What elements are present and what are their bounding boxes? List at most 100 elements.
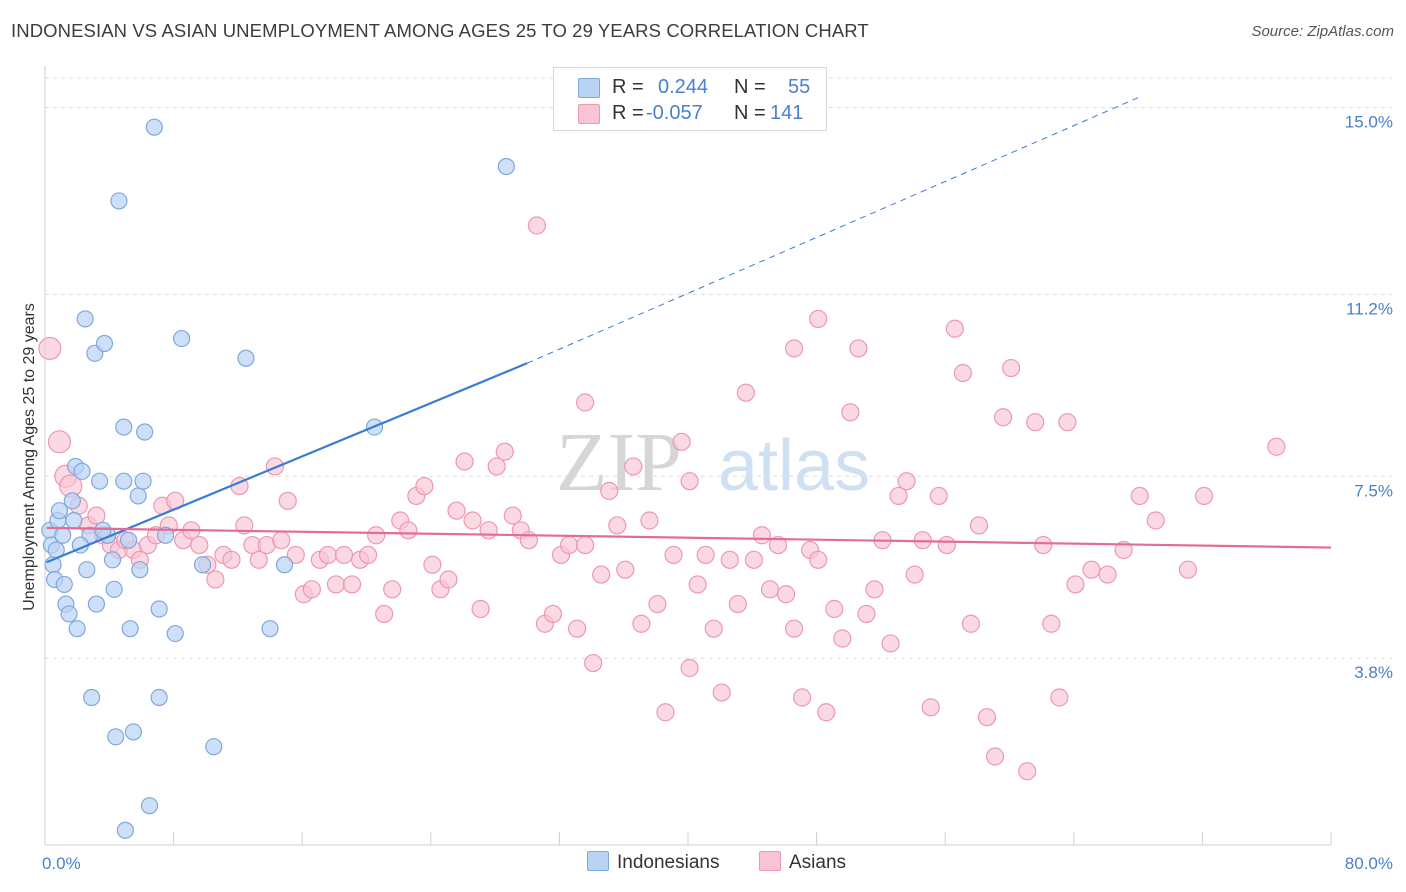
r-label: R = [612, 102, 644, 124]
asian-point [760, 580, 780, 599]
indonesian-trend-extension [527, 97, 1139, 364]
asian-point [559, 535, 579, 555]
asian-point [1114, 540, 1133, 560]
indonesian-point [140, 797, 159, 815]
indonesian-point [50, 502, 69, 520]
indonesian-point [87, 595, 106, 613]
asian-point [375, 604, 394, 624]
asian-point [961, 614, 981, 633]
asian-point [768, 535, 788, 555]
indonesian-point [173, 329, 191, 348]
indonesian-point [150, 688, 168, 707]
indonesian-point [193, 556, 212, 574]
asian-point [793, 688, 812, 707]
asian-point [318, 545, 338, 565]
indonesian-point [103, 551, 122, 569]
asians-legend-swatch [759, 851, 781, 871]
asian-point [222, 550, 241, 569]
indonesian-point [124, 723, 143, 741]
indonesian-point [107, 728, 125, 746]
indonesians-swatch [578, 78, 600, 98]
y-tick-label: 3.8% [1354, 663, 1393, 682]
y-axis-label: Unemployment Among Ages 25 to 29 years [21, 303, 38, 611]
indonesian-point [121, 620, 139, 638]
asians-legend-label: Asians [789, 852, 847, 873]
indonesian-point [150, 600, 168, 618]
asian-point [359, 545, 378, 565]
indonesian-point [65, 511, 83, 530]
asian-point [784, 619, 804, 638]
asian-point [1082, 560, 1101, 579]
asian-point [921, 698, 940, 717]
trend-lines [46, 97, 1332, 564]
asian-point [881, 634, 900, 653]
asian-point [1034, 535, 1053, 555]
asian-point [929, 486, 948, 506]
asian-point [342, 575, 362, 594]
asian-point [985, 747, 1005, 766]
asian-point [1002, 358, 1021, 378]
asian-point [945, 319, 964, 338]
asian-point [712, 683, 731, 702]
asian-point [817, 703, 836, 722]
asian-point [249, 550, 268, 569]
indonesian-point [275, 556, 294, 574]
asian-point [825, 599, 844, 619]
asian-point [616, 560, 635, 579]
asian-point [897, 472, 916, 491]
asian-point [680, 472, 699, 491]
indonesian-point [145, 118, 163, 136]
asian-point [752, 526, 772, 545]
n-value: 141 [770, 102, 804, 124]
asian-point [415, 476, 434, 496]
chart-title: INDONESIAN VS ASIAN UNEMPLOYMENT AMONG A… [11, 20, 869, 41]
asian-point [664, 545, 683, 565]
indonesian-point [129, 487, 147, 505]
r-value: -0.057 [646, 102, 703, 124]
asian-point [993, 408, 1013, 427]
indonesian-point [237, 349, 255, 367]
asian-point [680, 658, 699, 678]
asian-point [977, 708, 997, 727]
asian-point [600, 481, 619, 501]
indonesian-point [76, 310, 94, 328]
asian-point [1098, 565, 1117, 584]
asian-point [592, 565, 611, 584]
asian-point [865, 580, 884, 599]
asian-point [1194, 486, 1214, 506]
correlation-legend: R = 0.244 N = 55 R = -0.057 N = 141 [553, 67, 827, 131]
asian-point [278, 491, 297, 510]
indonesian-point [131, 561, 149, 579]
asian-point [889, 486, 908, 506]
y-tick-label: 15.0% [1345, 113, 1393, 132]
asian-point [1018, 762, 1037, 781]
x-tick-label-min: 0.0% [42, 854, 81, 873]
n-label: N = [734, 76, 766, 98]
asian-point [47, 430, 72, 454]
asian-point [608, 516, 627, 535]
tick-labels: 3.8% 7.5% 11.2% 15.0% 0.0% 80.0% [42, 113, 1393, 874]
asian-point [672, 432, 691, 451]
asian-point [624, 457, 643, 476]
asian-point [728, 594, 747, 614]
asian-point [543, 604, 563, 624]
indonesian-point [73, 462, 91, 480]
asian-point [463, 511, 482, 530]
watermark-atlas: atlas [718, 426, 870, 506]
asian-point [809, 550, 828, 569]
asian-point [286, 545, 305, 565]
asian-point [87, 506, 106, 525]
asian-point [399, 521, 418, 540]
asian-point [455, 452, 474, 471]
asian-point [439, 570, 458, 589]
asian-point [1146, 511, 1165, 530]
asian-point [841, 403, 860, 422]
asian-point [1130, 486, 1149, 506]
asian-point [744, 550, 764, 569]
asian-point [704, 619, 723, 638]
asian-point [784, 339, 804, 358]
indonesian-point [68, 620, 86, 638]
indonesian-point [497, 157, 515, 176]
axes [44, 66, 1332, 846]
asian-point [190, 535, 209, 555]
